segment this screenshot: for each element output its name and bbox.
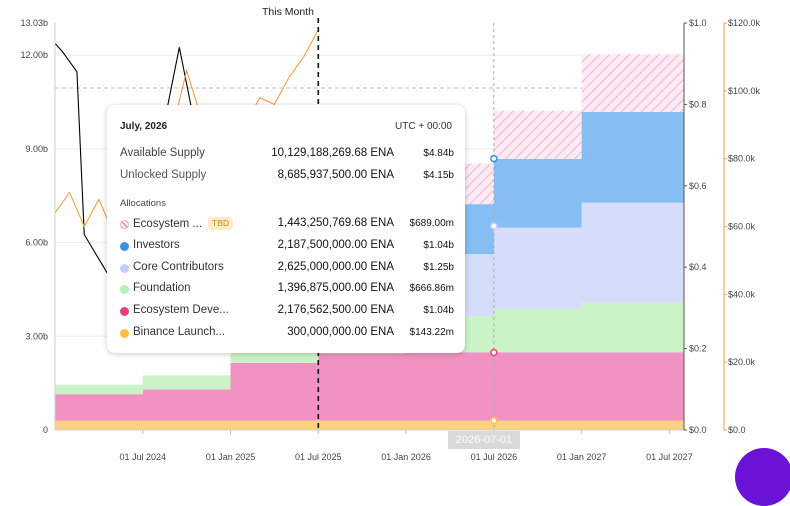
x-tick-label: 01 Jul 2025 [295,452,342,462]
y-left-tick-label: 13.03b [20,18,48,28]
allocation-row: Ecosystem ... TBD 1,443,250,769.68 ENA $6… [120,217,454,233]
allocation-usd: $1.25b [423,262,454,273]
price-tick-label: $0.8 [689,99,707,109]
allocation-amount: 2,176,562,500.00 ENA [277,304,394,316]
mcap-tick-label: $0.0 [728,425,746,435]
mcap-tick-label: $120.0k [728,18,761,28]
allocation-row: Ecosystem Deve... 2,176,562,500.00 ENA $… [120,304,454,320]
core-contributors-swatch [120,264,129,273]
available-supply-label: Available Supply [120,147,205,159]
tbd-badge: TBD [208,217,234,230]
price-tick-label: $0.4 [689,262,707,272]
available-supply-amount: 10,129,188,269.68 ENA [271,147,394,159]
hover-point [490,154,498,163]
tooltip-timezone: UTC + 00:00 [395,121,452,132]
x-tick-label: 01 Jan 2025 [206,452,256,462]
allocation-usd: $143.22m [409,327,454,338]
x-tick-label: 01 Jan 2027 [557,452,607,462]
y-left-tick-label: 0 [43,425,48,435]
y-left-tick-label: 9.00b [25,144,48,154]
allocation-amount: 2,187,500,000.00 ENA [277,239,394,251]
allocation-row: Investors 2,187,500,000.00 ENA $1.04b [120,239,454,255]
ecosystem-tbd-swatch [120,220,129,229]
y-left-tick-label: 3.00b [25,331,48,341]
x-tick-label: 01 Jul 2024 [119,452,166,462]
hover-point [490,348,498,357]
y-left-tick-label: 6.00b [25,238,48,248]
allocation-usd: $1.04b [423,305,454,316]
this-month-label: This Month [262,6,314,18]
mcap-tick-label: $20.0k [728,357,756,367]
x-tick-label: 01 Jan 2026 [381,452,431,462]
tooltip-header: July, 2026 UTC + 00:00 [120,121,452,132]
allocation-amount: 300,000,000.00 ENA [287,326,394,338]
allocation-label: Binance Launch... [133,326,226,338]
area-core-contributors [55,171,684,385]
investors-swatch [120,242,129,251]
mcap-tick-label: $80.0k [728,154,756,164]
area-ecosystem-development [55,352,684,421]
unlocked-supply-usd: $4.15b [423,170,454,181]
allocation-amount: 2,625,000,000.00 ENA [277,261,394,273]
ecosystem-development-swatch [120,307,129,316]
allocation-row: Binance Launch... 300,000,000.00 ENA $14… [120,326,454,342]
hover-point [490,416,498,425]
unlocked-supply-row: Unlocked Supply 8,685,937,500.00 ENA $4.… [120,169,454,185]
allocation-label: Ecosystem ... [133,218,203,230]
allocation-usd: $1.04b [423,240,454,251]
tooltip-date: July, 2026 [120,121,168,132]
hover-tooltip: July, 2026 UTC + 00:00 Available Supply … [107,105,465,353]
allocation-amount: 1,443,250,769.68 ENA [277,217,394,229]
mcap-tick-label: $60.0k [728,222,756,232]
market-cap-line [54,29,319,235]
allocation-label: Investors [133,239,180,251]
binance-launchpool-swatch [120,329,129,338]
allocation-label: Core Contributors [133,261,224,273]
area-binance-launchpool [55,420,684,430]
allocation-row: Foundation 1,396,875,000.00 ENA $666.86m [120,282,454,298]
unlocked-supply-amount: 8,685,937,500.00 ENA [277,169,394,181]
hover-point [490,222,498,230]
price-tick-label: $0.2 [689,344,707,354]
x-tick-label: 01 Jul 2027 [646,452,693,462]
price-tick-label: $0.6 [689,181,707,191]
area-investors [55,65,684,385]
allocation-label: Foundation [133,282,191,294]
allocation-amount: 1,396,875,000.00 ENA [277,282,394,294]
allocation-usd: $689.00m [409,218,454,229]
available-supply-row: Available Supply 10,129,188,269.68 ENA $… [120,147,454,163]
hover-date-badge: 2026-07-01 [448,431,520,449]
available-supply-usd: $4.84b [423,148,454,159]
y-left-tick-label: 12.00b [20,50,48,60]
price-tick-label: $0.0 [689,425,707,435]
mcap-tick-label: $100.0k [728,86,761,96]
allocation-row: Core Contributors 2,625,000,000.00 ENA $… [120,261,454,277]
foundation-swatch [120,285,129,294]
allocations-title: Allocations [120,198,166,209]
mcap-tick-label: $40.0k [728,289,756,299]
price-tick-label: $1.0 [689,18,707,28]
chat-help-button[interactable] [735,448,790,506]
allocation-usd: $666.86m [409,283,454,294]
unlocked-supply-label: Unlocked Supply [120,169,207,181]
allocation-label: Ecosystem Deve... [133,304,229,316]
x-tick-label: 01 Jul 2026 [471,452,518,462]
